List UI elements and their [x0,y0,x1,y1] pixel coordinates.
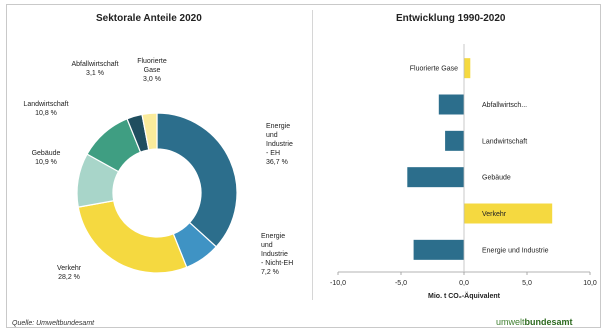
donut-slice-label: - Nicht-EH [261,260,293,267]
donut-slice-label: Industrie [261,251,288,258]
bar-category-label: Gebäude [482,175,511,182]
x-tick-label: -10,0 [330,280,346,287]
donut-slice-label: Fluorierte [137,58,167,65]
bar-category-label: Abfallwirtsch... [482,102,527,109]
donut-slice-label: Abfallwirtschaft [71,61,118,68]
logo-text-1: umwelt [496,317,525,327]
donut-slice-label: und [266,132,278,139]
bar [464,203,553,224]
bar [464,58,471,79]
donut-slice [156,112,238,248]
donut-slice-label: Landwirtschaft [23,101,68,108]
donut-slice [141,112,158,151]
donut-slice-label: und [261,242,273,249]
panel-divider [312,10,313,300]
bar [407,167,464,188]
bar [413,239,464,260]
x-axis-title: Mio. t CO₂-Äquivalent [428,292,501,300]
donut-slice-value: 28,2 % [58,274,80,281]
x-tick-label: -5,0 [395,280,407,287]
bar-chart-title: Entwicklung 1990-2020 [396,13,506,24]
bar-category-label: Verkehr [482,211,507,218]
donut-slice-label: Energie [266,123,290,130]
donut-slice [77,200,188,274]
donut-chart-title: Sektorale Anteile 2020 [96,13,202,24]
logo-text-2: bundesamt [524,317,573,327]
bar [438,94,464,115]
donut-slice-label: - EH [266,150,280,157]
bar [445,130,464,151]
donut-slice-value: 36,7 % [266,159,288,166]
donut-slice-value: 10,8 % [35,110,57,117]
donut-slice-value: 7,2 % [261,269,279,276]
bar-category-label: Landwirtschaft [482,138,527,145]
donut-slice-label: Gebäude [32,150,61,157]
donut-slice-value: 10,9 % [35,159,57,166]
source-note: Quelle: Umweltbundesamt [12,320,95,327]
donut-slice-label: Gase [144,67,161,74]
donut-slice-label: Energie [261,233,285,240]
bar-category-label: Energie und Industrie [482,247,549,254]
donut-slice-label: Industrie [266,141,293,148]
x-tick-label: 5,0 [522,280,532,287]
publisher-logo: umweltbundesamt [496,317,573,327]
donut-slice-value: 3,0 % [143,76,161,83]
x-tick-label: 10,0 [583,280,597,287]
bar-category-label: Fluorierte Gase [410,66,458,73]
donut-slice-label: Verkehr [57,265,82,272]
donut-slice-value: 3,1 % [86,70,104,77]
x-tick-label: 0,0 [459,280,469,287]
